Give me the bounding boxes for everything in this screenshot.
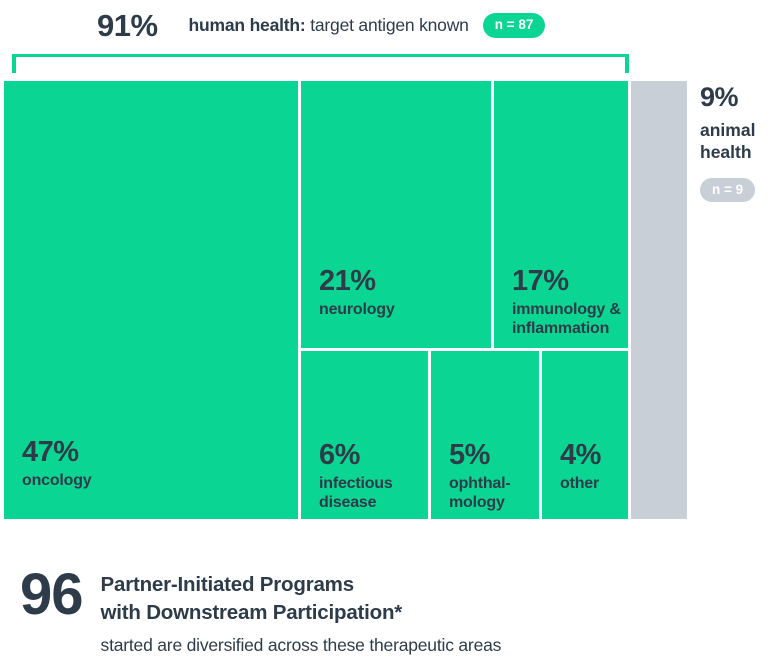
- treemap-block-ophthalmology: 5% ophthal-mology: [431, 351, 539, 519]
- ophthalmology-category: ophthal-mology: [449, 475, 511, 511]
- immunology-category: immunology & inflammation: [512, 301, 621, 337]
- treemap-block-infectious-disease: 6% infectious disease: [301, 351, 428, 519]
- human-health-count-badge: n = 87: [482, 13, 546, 38]
- infectious-disease-percent: 6%: [319, 439, 360, 471]
- oncology-category: oncology: [22, 472, 92, 489]
- footer-caption: 96 Partner-Initiated Programs with Downs…: [20, 566, 501, 656]
- ophthalmology-label: 5% ophthal-mology: [449, 441, 521, 513]
- neurology-percent: 21%: [319, 265, 376, 297]
- treemap-block-neurology: 21% neurology: [301, 81, 491, 348]
- animal-health-percent: 9%: [700, 82, 739, 112]
- immunology-percent: 17%: [512, 265, 569, 297]
- other-label: 4% other: [560, 441, 601, 494]
- human-health-header: 91% human health: target antigen known n…: [97, 8, 546, 43]
- neurology-category: neurology: [319, 301, 395, 318]
- treemap-block-oncology: 47% oncology: [4, 81, 298, 519]
- oncology-label: 47% oncology: [22, 438, 92, 491]
- animal-health-label-line2: health: [700, 141, 752, 162]
- animal-health-label-line1: animal: [700, 120, 756, 140]
- oncology-percent: 47%: [22, 436, 79, 468]
- footer-text: Partner-Initiated Programs with Downstre…: [101, 566, 502, 656]
- footer-title-line2: with Downstream Participation*: [100, 601, 403, 624]
- other-percent: 4%: [560, 439, 601, 471]
- footer-title-line1: Partner-Initiated Programs: [100, 573, 355, 596]
- immunology-label: 17% immunology & inflammation: [512, 267, 624, 339]
- treemap-block-other: 4% other: [542, 351, 628, 519]
- human-health-label: human health: target antigen known: [189, 15, 469, 36]
- infectious-disease-label: 6% infectious disease: [319, 441, 409, 513]
- neurology-label: 21% neurology: [319, 267, 395, 320]
- ophthalmology-percent: 5%: [449, 439, 490, 471]
- human-health-label-bold: human health:: [188, 15, 306, 35]
- human-health-bracket: [12, 54, 629, 73]
- human-health-label-rest: target antigen known: [305, 15, 469, 35]
- infectious-disease-category: infectious disease: [319, 475, 393, 511]
- treemap-block-immunology: 17% immunology & inflammation: [494, 81, 628, 348]
- animal-health-annotation: 9% animal health n = 9: [700, 82, 756, 203]
- program-count: 96: [20, 562, 84, 627]
- footer-subtitle: started are diversified across these the…: [100, 635, 502, 655]
- human-health-percent: 91%: [97, 8, 158, 43]
- animal-health-count-badge: n = 9: [700, 177, 756, 203]
- other-category: other: [560, 475, 600, 492]
- treemap-block-animal-health: [631, 81, 687, 519]
